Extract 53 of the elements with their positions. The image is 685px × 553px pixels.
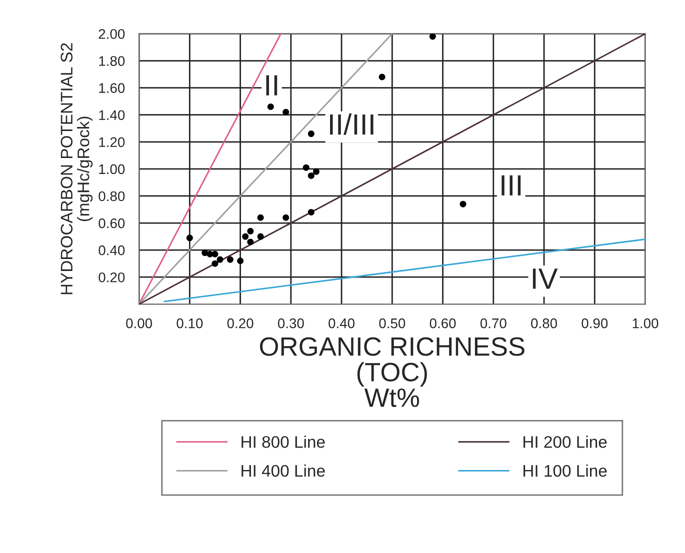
point: [186, 234, 193, 242]
point: [212, 260, 218, 267]
y-tick-label: 0.40: [98, 245, 125, 256]
point: [312, 168, 320, 175]
y-axis-title: HYDROCARBON POTENTIAL S2 (mgHc/gRock): [60, 43, 93, 294]
annotation: IV: [532, 268, 558, 289]
point: [257, 214, 264, 221]
y-tick-label: 1.80: [99, 56, 125, 66]
y-tick-label: 1.00: [99, 164, 125, 174]
legend-label: HI 100 Line: [524, 464, 607, 477]
x-tick-label: 0.00: [126, 318, 152, 328]
legend-label: HI 200 Line: [524, 436, 607, 448]
point: [247, 238, 254, 246]
point: [247, 228, 254, 234]
annotation: II: [266, 75, 278, 96]
x-tick-label: 0.80: [531, 318, 557, 328]
y-tick-label: 1.60: [99, 83, 125, 93]
x-tick-label: 0.20: [227, 318, 254, 328]
y-tick-label: 0.80: [98, 191, 125, 202]
y-tick-label: 0.60: [98, 218, 125, 228]
point: [378, 74, 386, 80]
annotation: III: [502, 175, 521, 196]
x-tick-label: 0.40: [328, 318, 355, 328]
point: [308, 130, 314, 138]
y-tick-label: 0.20: [98, 272, 125, 282]
annotation: II/III: [330, 113, 374, 135]
point: [242, 233, 249, 240]
legend-label: HI 800 Line: [242, 436, 325, 448]
y-tick-label: 1.40: [99, 110, 125, 120]
point: [308, 172, 314, 179]
x-axis-title: ORGANIC RICHNESS (TOC) Wt%: [260, 337, 524, 407]
point: [282, 214, 290, 221]
point: [282, 108, 290, 116]
point: [460, 200, 466, 208]
point: [216, 256, 224, 263]
point: [237, 258, 244, 264]
x-tick-label: 0.60: [430, 318, 456, 328]
point: [257, 233, 264, 240]
x-tick-label: 0.10: [176, 318, 203, 328]
x-tick-label: 0.50: [379, 318, 406, 328]
point: [212, 250, 218, 258]
x-tick-label: 1.00: [632, 318, 658, 328]
point: [226, 256, 234, 263]
point: [302, 164, 310, 171]
y-tick-label: 2.00: [98, 29, 125, 39]
x-tick-label: 0.70: [480, 318, 506, 328]
legend-label: HI 400 Line: [242, 464, 325, 477]
y-tick-label: 1.20: [99, 137, 125, 148]
point: [429, 34, 436, 40]
point: [267, 103, 274, 110]
point: [308, 208, 314, 216]
x-tick-label: 0.90: [582, 318, 608, 328]
x-tick-label: 0.30: [278, 318, 304, 328]
